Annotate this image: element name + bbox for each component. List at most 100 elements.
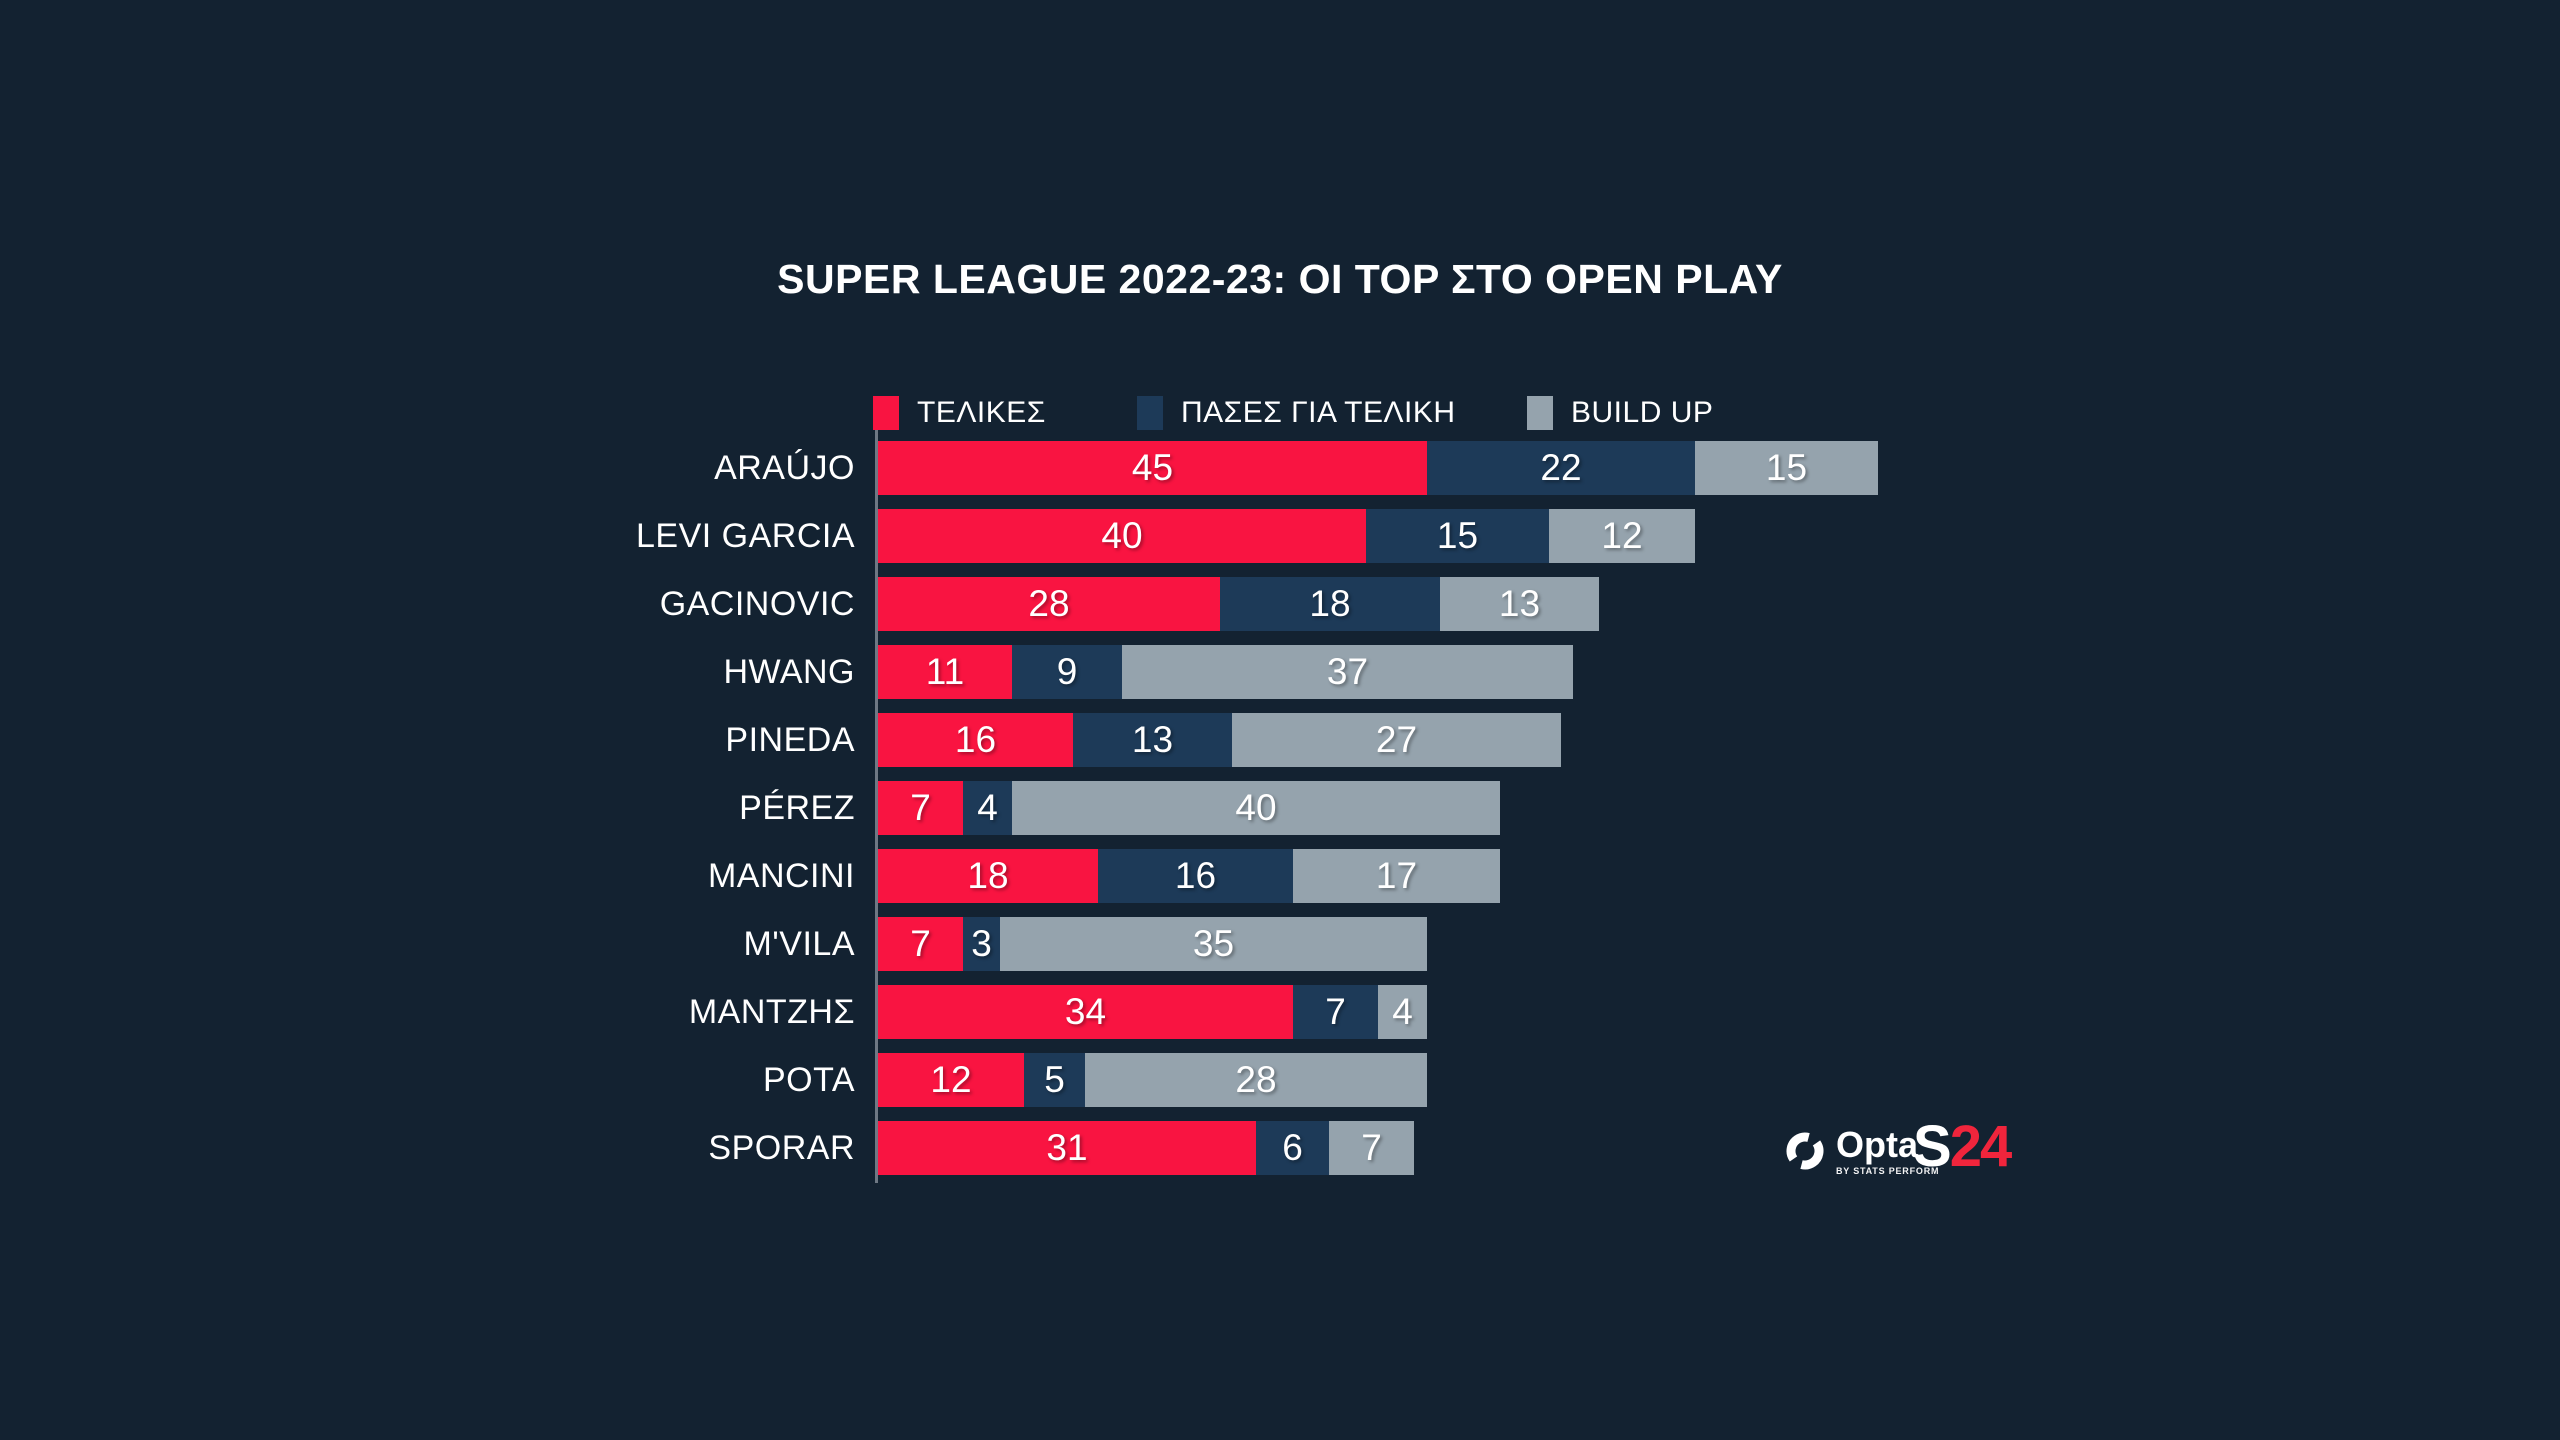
stacked-bar: 18 16 17: [878, 849, 1500, 903]
player-label: ΜΑΝΤΖΗΣ: [688, 993, 855, 1031]
opta-logo: Opta BY STATS PERFORM: [1786, 1126, 1939, 1176]
bar-segment: 28: [1085, 1053, 1427, 1107]
bar-segment: 37: [1122, 645, 1573, 699]
bar-value-label: 7: [1325, 991, 1346, 1032]
chart-title-sub: ΟΙ TOP ΣΤΟ OPEN PLAY: [1286, 256, 1783, 302]
player-label: GACINOVIC: [659, 585, 855, 623]
bar-segment: 28: [878, 577, 1220, 631]
stacked-bar: 7 4 40: [878, 781, 1500, 835]
bar-segment: 13: [1073, 713, 1232, 767]
bar-value-label: 31: [1046, 1127, 1088, 1168]
legend-label: BUILD UP: [1571, 396, 1714, 429]
player-label: ΡΟΤΑ: [762, 1061, 855, 1099]
stacked-bar: 40 15 12: [878, 509, 1695, 563]
bar-value-label: 13: [1131, 719, 1174, 760]
bar-value-label: 34: [1064, 991, 1107, 1032]
bar-value-label: 12: [1601, 515, 1643, 556]
bar-value-label: 3: [971, 923, 992, 964]
legend-label: ΤΕΛΙΚΕΣ: [917, 396, 1046, 429]
bar-value-label: 37: [1326, 651, 1369, 692]
bar-value-label: 16: [954, 719, 997, 760]
bar-segment: 35: [1000, 917, 1427, 971]
bar-segment: 18: [878, 849, 1098, 903]
bar-value-label: 16: [1174, 855, 1217, 896]
bar-value-label: 28: [1235, 1059, 1277, 1100]
bar-value-label: 13: [1498, 583, 1541, 624]
bar-segment: 45: [878, 441, 1427, 495]
bar-segment: 3: [963, 917, 1000, 971]
opta-wordmark: Opta BY STATS PERFORM: [1836, 1123, 1940, 1176]
legend-swatch: [1137, 396, 1163, 430]
bar-segment: 4: [963, 781, 1012, 835]
s24-logo: S24: [1913, 1118, 2012, 1176]
bar-segment: 11: [878, 645, 1012, 699]
player-label: PÉREZ: [739, 789, 855, 827]
bar-value-label: 18: [1309, 583, 1351, 624]
bar-value-label: 7: [910, 787, 931, 828]
legend-swatch: [1527, 396, 1553, 430]
bar-segment: 12: [1549, 509, 1695, 563]
bar-value-label: 27: [1375, 719, 1418, 760]
bar-value-label: 17: [1375, 855, 1418, 896]
bar-value-label: 11: [925, 651, 965, 692]
bar-value-label: 6: [1282, 1127, 1303, 1168]
player-label: HWANG: [723, 653, 855, 691]
bar-segment: 27: [1232, 713, 1561, 767]
bar-segment: 17: [1293, 849, 1500, 903]
bar-segment: 40: [878, 509, 1366, 563]
chart-title: SUPER LEAGUE 2022-23: ΟΙ TOP ΣΤΟ OPEN PL…: [0, 256, 2560, 303]
player-label: LEVI GARCIA: [635, 517, 855, 555]
bar-value-label: 4: [1392, 991, 1413, 1032]
bar-value-label: 40: [1101, 515, 1143, 556]
stacked-bar: 16 13 27: [878, 713, 1561, 767]
bar-segment: 16: [1098, 849, 1293, 903]
bar-segment: 31: [878, 1121, 1256, 1175]
bar-segment: 16: [878, 713, 1073, 767]
bar-segment: 5: [1024, 1053, 1085, 1107]
legend-item: ΤΕΛΙΚΕΣ: [873, 396, 1046, 430]
s24-letter-s: S: [1913, 1114, 1952, 1179]
bar-segment: 12: [878, 1053, 1024, 1107]
bar-segment: 7: [878, 781, 963, 835]
stacked-bar: 28 18 13: [878, 577, 1599, 631]
bar-value-label: 15: [1765, 447, 1808, 488]
legend-item: ΠΑΣΕΣ ΓΙΑ ΤΕΛΙΚΗ: [1137, 396, 1456, 430]
bar-value-label: 15: [1436, 515, 1479, 556]
bar-segment: 18: [1220, 577, 1440, 631]
chart-title-main: SUPER LEAGUE 2022-23:: [777, 256, 1287, 302]
y-axis-baseline: [875, 430, 878, 1183]
player-label: PINEDA: [725, 721, 855, 759]
bar-segment: 34: [878, 985, 1293, 1039]
bar-segment: 4: [1378, 985, 1427, 1039]
bar-segment: 40: [1012, 781, 1500, 835]
bar-segment: 7: [1293, 985, 1378, 1039]
bar-value-label: 22: [1540, 447, 1582, 488]
stacked-bar: 45 22 15: [878, 441, 1878, 495]
player-label: MANCINI: [707, 857, 855, 895]
bar-segment: 7: [1329, 1121, 1414, 1175]
bar-value-label: 45: [1131, 447, 1174, 488]
bar-value-label: 5: [1044, 1059, 1065, 1100]
bar-value-label: 28: [1028, 583, 1070, 624]
bar-value-label: 35: [1192, 923, 1235, 964]
bar-value-label: 18: [967, 855, 1009, 896]
stacked-bar: 34 7 4: [878, 985, 1427, 1039]
player-label: M'VILA: [743, 925, 855, 963]
stacked-bar: 7 3 35: [878, 917, 1427, 971]
bar-value-label: 4: [977, 787, 998, 828]
opta-sub-label: BY STATS PERFORM: [1836, 1165, 1940, 1176]
stacked-bar: 12 5 28: [878, 1053, 1427, 1107]
bar-value-label: 40: [1235, 787, 1277, 828]
legend-item: BUILD UP: [1527, 396, 1713, 430]
opta-word: Opta: [1836, 1123, 1919, 1165]
bar-value-label: 12: [930, 1059, 972, 1100]
s24-digits: 24: [1949, 1114, 2012, 1179]
stacked-bar: 31 6 7: [878, 1121, 1414, 1175]
bar-segment: 15: [1366, 509, 1549, 563]
bar-segment: 15: [1695, 441, 1878, 495]
player-label: SPORAR: [708, 1129, 855, 1167]
legend-swatch: [873, 396, 899, 430]
bar-value-label: 7: [1361, 1127, 1382, 1168]
stacked-bar: 11 9 37: [878, 645, 1573, 699]
